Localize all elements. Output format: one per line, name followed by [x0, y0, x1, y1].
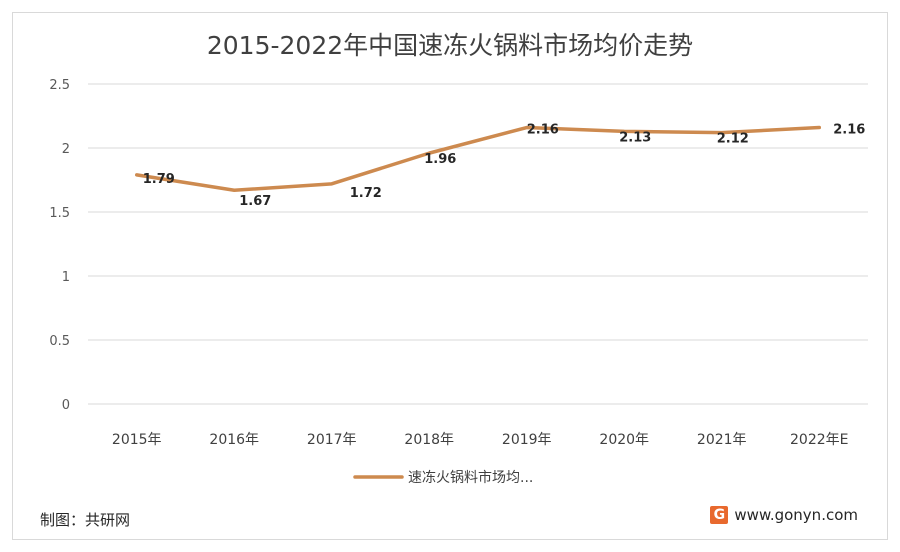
x-tick-label: 2016年 [209, 432, 259, 448]
y-tick-label: 2 [62, 142, 70, 157]
data-label: 1.96 [424, 152, 456, 167]
y-tick-label: 2.5 [49, 78, 70, 93]
y-tick-label: 0.5 [49, 334, 70, 349]
x-tick-label: 2015年 [112, 432, 162, 448]
legend-label: 速冻火锅料市场均... [408, 469, 533, 486]
data-label: 2.16 [527, 123, 559, 138]
x-tick-label: 2018年 [404, 432, 454, 448]
y-tick-label: 1 [62, 270, 70, 285]
x-tick-label: 2019年 [502, 432, 552, 448]
data-label: 2.16 [833, 123, 865, 138]
chart-title: 2015-2022年中国速冻火锅料市场均价走势 [206, 31, 694, 60]
x-tick-label: 2020年 [599, 432, 649, 448]
series-line [135, 125, 821, 192]
data-label: 1.67 [239, 194, 271, 209]
gonyn-logo-icon: G [710, 506, 729, 524]
y-tick-label: 0 [62, 398, 70, 413]
data-label: 1.79 [143, 172, 175, 187]
data-label: 1.72 [350, 186, 382, 201]
x-tick-label: 2022年E [790, 432, 848, 448]
data-label: 2.13 [619, 130, 651, 145]
data-label: 2.12 [717, 132, 749, 147]
x-tick-label: 2017年 [307, 432, 357, 448]
x-tick-label: 2021年 [697, 432, 747, 448]
y-tick-label: 1.5 [49, 206, 70, 221]
source-credit: 制图：共研网 [40, 511, 131, 529]
website-url: www.gonyn.com [734, 506, 858, 524]
website-credit: G www.gonyn.com [710, 506, 858, 524]
